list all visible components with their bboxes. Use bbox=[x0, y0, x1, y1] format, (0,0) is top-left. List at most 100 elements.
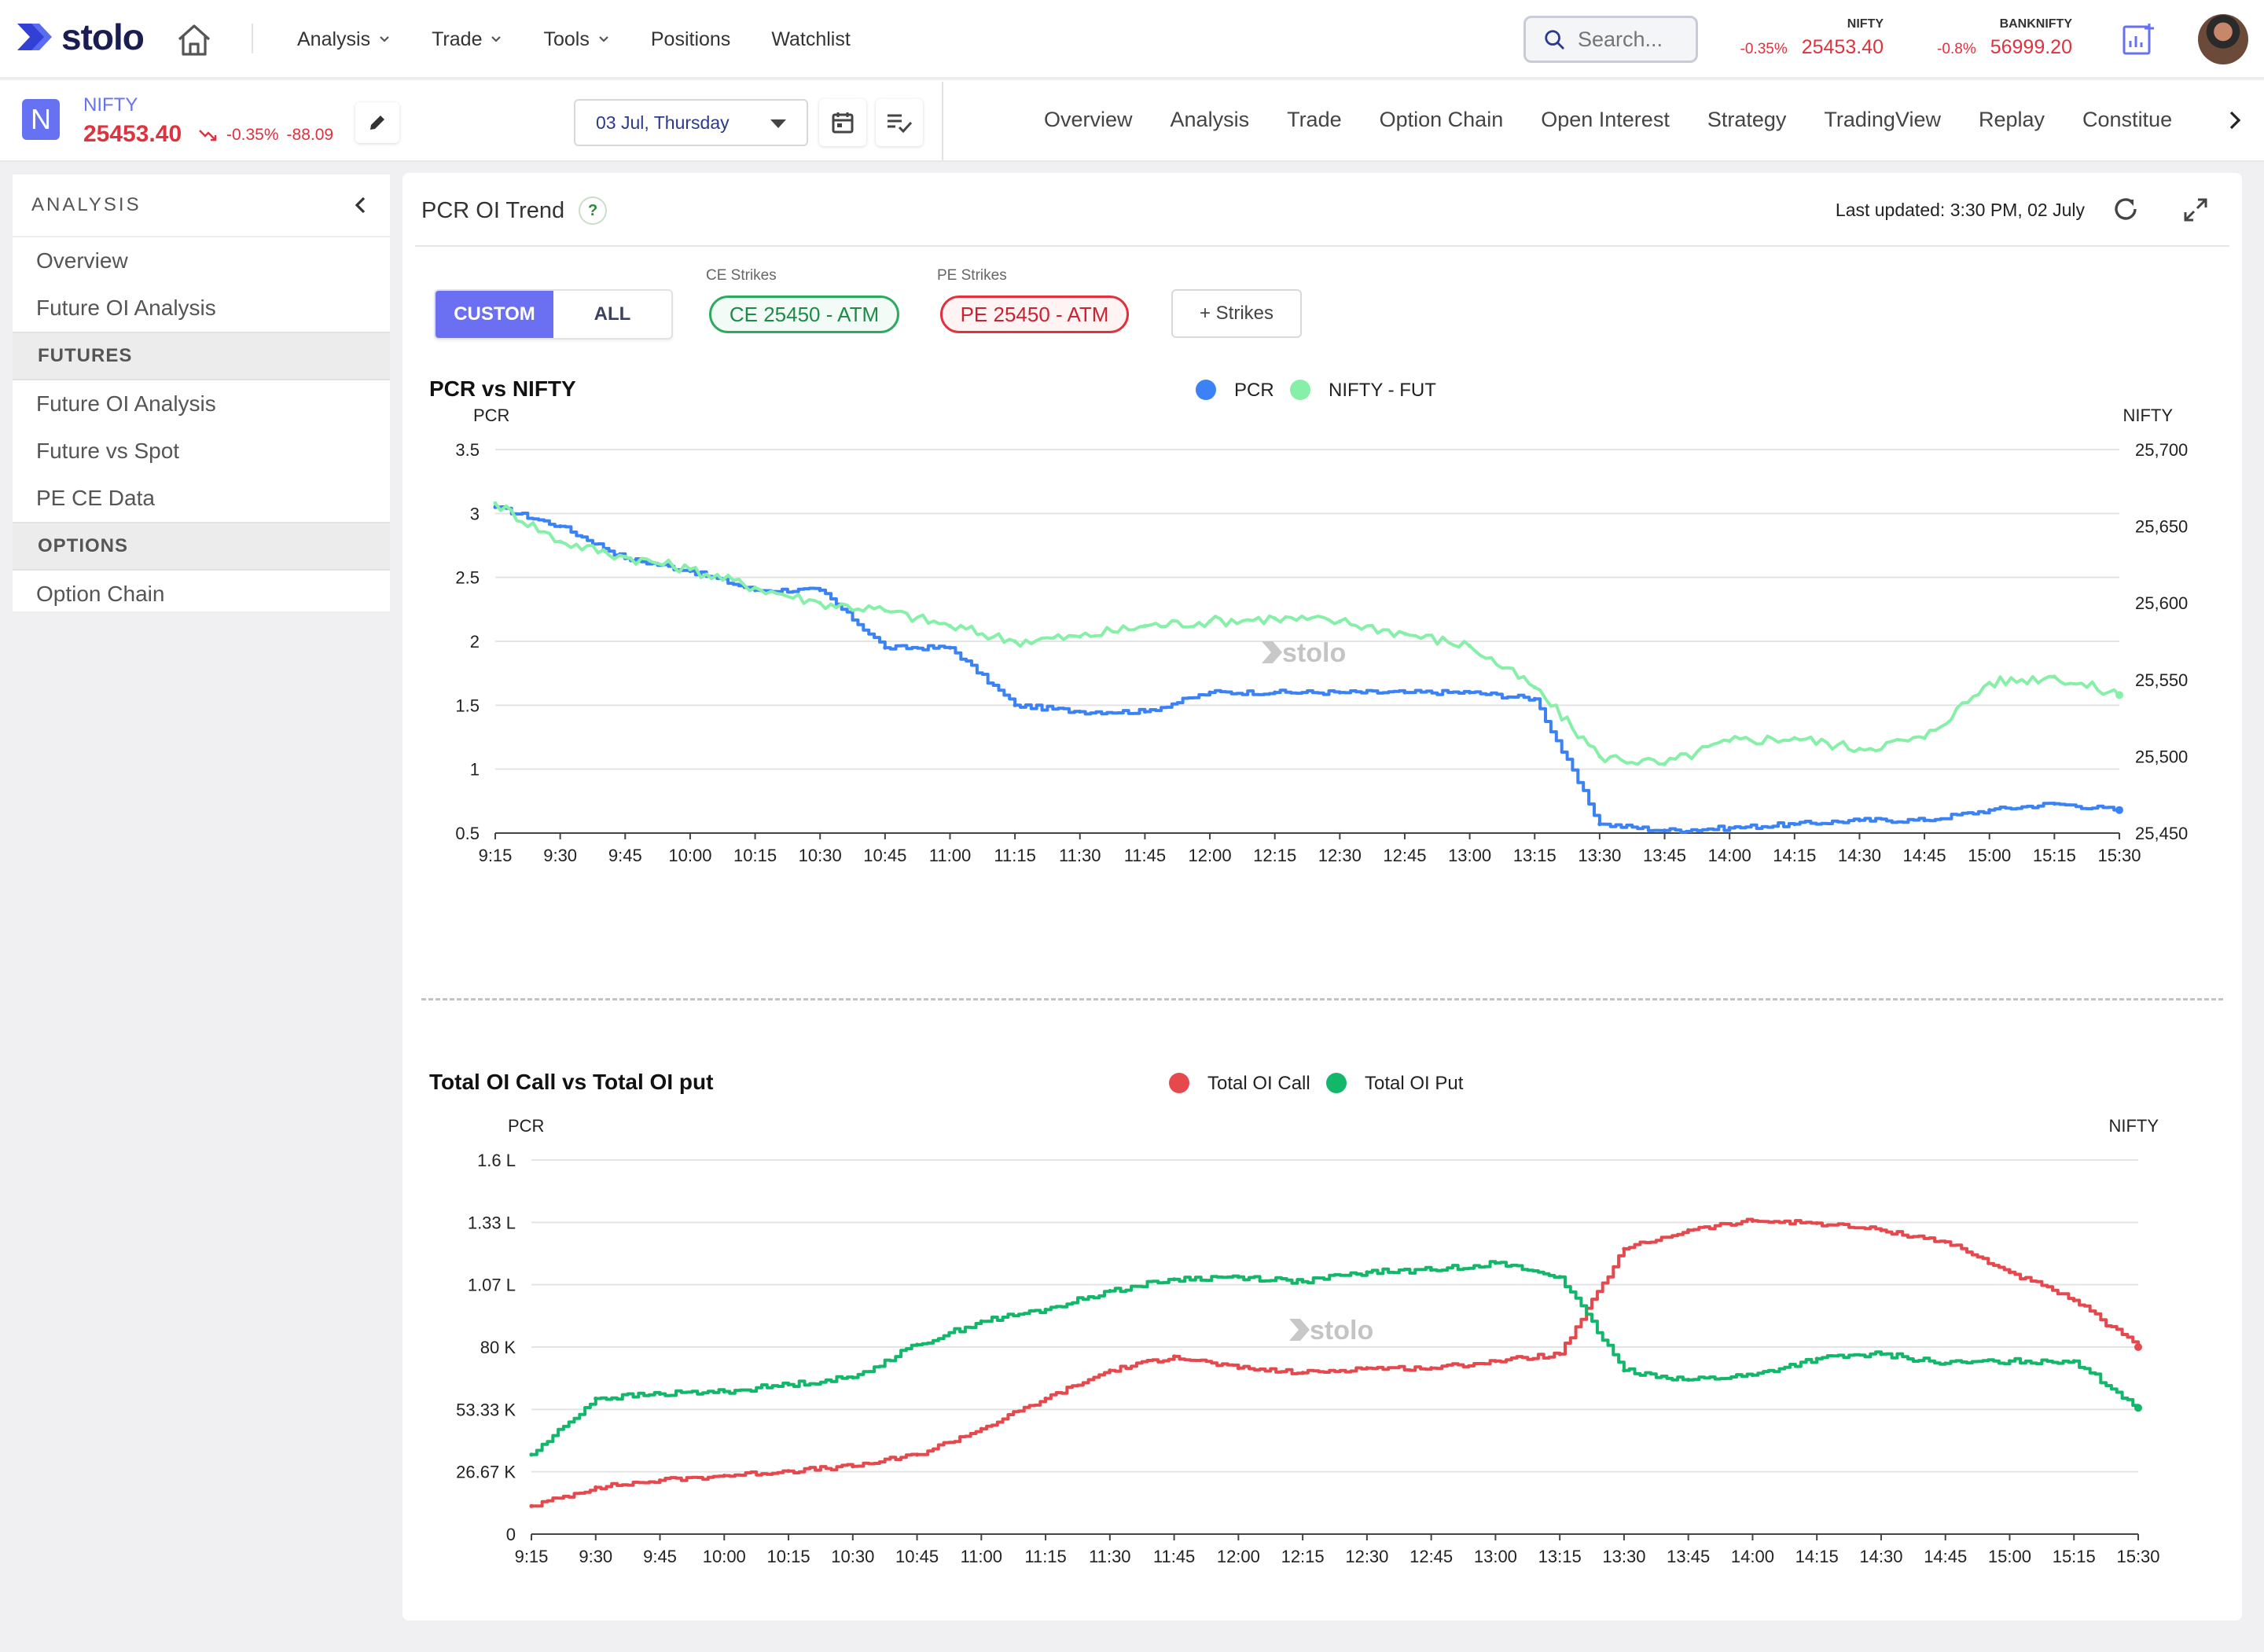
ticker-change: -0.8% bbox=[1937, 41, 1976, 57]
data-point bbox=[2007, 1359, 2012, 1364]
sidebar-item[interactable]: Option Chain bbox=[36, 582, 165, 606]
tab-constitue[interactable]: Constitue bbox=[2082, 107, 2173, 131]
menu-tools[interactable]: Tools bbox=[543, 28, 609, 51]
search-box[interactable] bbox=[1523, 16, 1698, 63]
x-tick-label: 11:15 bbox=[994, 846, 1035, 865]
data-point bbox=[818, 588, 822, 593]
data-point bbox=[2115, 691, 2123, 699]
brand-logo[interactable]: stolo bbox=[16, 16, 145, 58]
x-tick-label: 13:00 bbox=[1474, 1547, 1517, 1566]
edit-symbol-button[interactable] bbox=[355, 102, 399, 143]
top-nav: stolo Analysis Trade Tools Positions Watchli… bbox=[0, 0, 2264, 79]
data-point bbox=[657, 1391, 663, 1397]
chart-title: PCR vs NIFTY bbox=[429, 376, 576, 401]
data-point bbox=[851, 1375, 855, 1380]
date-select-value: 03 Jul, Thursday bbox=[596, 112, 730, 133]
x-tick-label: 12:00 bbox=[1189, 846, 1232, 865]
menu-label: Watchlist bbox=[771, 28, 851, 50]
section-tabs: Overview Analysis Trade Option Chain Open In… bbox=[1044, 80, 2172, 159]
menu-watchlist[interactable]: Watchlist bbox=[771, 28, 850, 51]
refresh-icon[interactable] bbox=[2110, 193, 2141, 225]
y-tick-label: 1.6 L bbox=[477, 1151, 516, 1170]
series-line bbox=[495, 505, 2121, 834]
data-point bbox=[1857, 747, 1862, 751]
tab-tradingview[interactable]: TradingView bbox=[1824, 107, 1941, 131]
sidebar-list: Overview Future OI Analysis FUTURES Future … bbox=[13, 237, 390, 618]
ce-strikes-label: CE Strikes bbox=[706, 267, 777, 284]
ticker-name: BANKNIFTY bbox=[1999, 17, 2072, 31]
data-point bbox=[1943, 1361, 1948, 1366]
collapse-chevron-icon[interactable] bbox=[352, 194, 369, 216]
data-point bbox=[1493, 1359, 1498, 1364]
menu-positions[interactable]: Positions bbox=[651, 28, 730, 51]
sidebar-item[interactable]: Future vs Spot bbox=[36, 439, 180, 463]
data-point bbox=[1078, 709, 1082, 714]
expand-icon[interactable] bbox=[2182, 196, 2209, 223]
x-tick-label: 9:15 bbox=[515, 1547, 549, 1566]
home-icon[interactable] bbox=[175, 22, 214, 58]
data-point bbox=[2071, 1298, 2076, 1303]
sidebar-item[interactable]: PE CE Data bbox=[36, 486, 155, 510]
data-point bbox=[1814, 1356, 1819, 1361]
x-tick-label: 13:15 bbox=[1513, 846, 1556, 865]
x-tick-label: 15:00 bbox=[1988, 1547, 2031, 1566]
panel-title: PCR OI Trend bbox=[421, 197, 565, 223]
add-chart-icon[interactable] bbox=[2121, 22, 2156, 57]
chevron-right-icon[interactable] bbox=[2225, 108, 2245, 132]
sidebar-item[interactable]: Overview bbox=[36, 248, 128, 273]
menu-trade[interactable]: Trade bbox=[432, 28, 502, 51]
tab-analysis[interactable]: Analysis bbox=[1170, 107, 1250, 131]
tab-trade[interactable]: Trade bbox=[1287, 107, 1342, 131]
data-point bbox=[786, 1382, 791, 1387]
symbol-change-pct: -0.35% bbox=[226, 126, 279, 144]
watermark-text: stolo bbox=[1310, 1316, 1373, 1345]
x-tick-label: 11:00 bbox=[929, 846, 971, 865]
x-tick-label: 13:00 bbox=[1448, 846, 1491, 865]
help-icon[interactable]: ? bbox=[579, 196, 608, 225]
date-select[interactable]: 03 Jul, Thursday bbox=[574, 99, 808, 146]
tab-option-chain[interactable]: Option Chain bbox=[1379, 107, 1504, 131]
menu-analysis[interactable]: Analysis bbox=[297, 28, 391, 51]
calendar-button[interactable] bbox=[819, 99, 866, 146]
tab-open-interest[interactable]: Open Interest bbox=[1541, 107, 1670, 131]
data-point bbox=[1922, 818, 1927, 823]
y-tick-label: 53.33 K bbox=[456, 1400, 516, 1419]
playlist-button[interactable] bbox=[876, 99, 923, 146]
tab-strategy[interactable]: Strategy bbox=[1707, 107, 1787, 131]
x-tick-label: 9:15 bbox=[479, 846, 513, 865]
data-point bbox=[2134, 1404, 2142, 1412]
watermark-chevron-icon bbox=[1289, 1319, 1310, 1341]
data-point bbox=[914, 1452, 920, 1457]
x-tick-label: 11:15 bbox=[1024, 1547, 1066, 1566]
data-point bbox=[558, 539, 563, 544]
data-point bbox=[594, 1485, 598, 1490]
data-point bbox=[1750, 1218, 1755, 1223]
data-point bbox=[1300, 1371, 1305, 1375]
symbol-change: -0.35% -88.09 bbox=[198, 126, 333, 145]
x-tick-label: 9:30 bbox=[579, 1547, 612, 1566]
ticker-nifty[interactable]: NIFTY -0.35% 25453.40 bbox=[1726, 17, 1884, 59]
data-point bbox=[1142, 623, 1147, 629]
data-point bbox=[1429, 1268, 1434, 1272]
mode-all-button[interactable]: ALL bbox=[553, 291, 671, 338]
add-strikes-button[interactable]: + Strikes bbox=[1171, 289, 1302, 338]
data-point bbox=[1365, 1366, 1369, 1371]
legend-label: Total OI Call bbox=[1207, 1073, 1310, 1094]
x-tick-label: 15:30 bbox=[2097, 846, 2141, 865]
tab-overview[interactable]: Overview bbox=[1044, 107, 1133, 131]
data-point bbox=[529, 1452, 534, 1457]
sidebar-item[interactable]: Future OI Analysis bbox=[36, 391, 216, 416]
pe-strike-chip[interactable]: PE 25450 - ATM bbox=[940, 296, 1129, 333]
ce-strike-chip[interactable]: CE 25450 - ATM bbox=[709, 296, 899, 333]
sidebar-item[interactable]: Future OI Analysis bbox=[36, 296, 216, 320]
mode-custom-button[interactable]: CUSTOM bbox=[436, 291, 553, 338]
tab-replay[interactable]: Replay bbox=[1978, 107, 2045, 131]
data-point bbox=[1236, 1366, 1240, 1371]
trend-down-icon bbox=[199, 130, 217, 141]
ticker-banknifty[interactable]: BANKNIFTY -0.8% 56999.20 bbox=[1918, 17, 2072, 59]
user-avatar[interactable] bbox=[2198, 14, 2248, 64]
data-point bbox=[947, 645, 953, 650]
data-point bbox=[623, 555, 627, 560]
pcr-vs-nifty-chart: PCR vs NIFTY 0.5 1 1.5 2 2.5 3 3.5 25,450 25,500 2… bbox=[429, 376, 2188, 865]
search-input[interactable] bbox=[1578, 27, 1696, 52]
